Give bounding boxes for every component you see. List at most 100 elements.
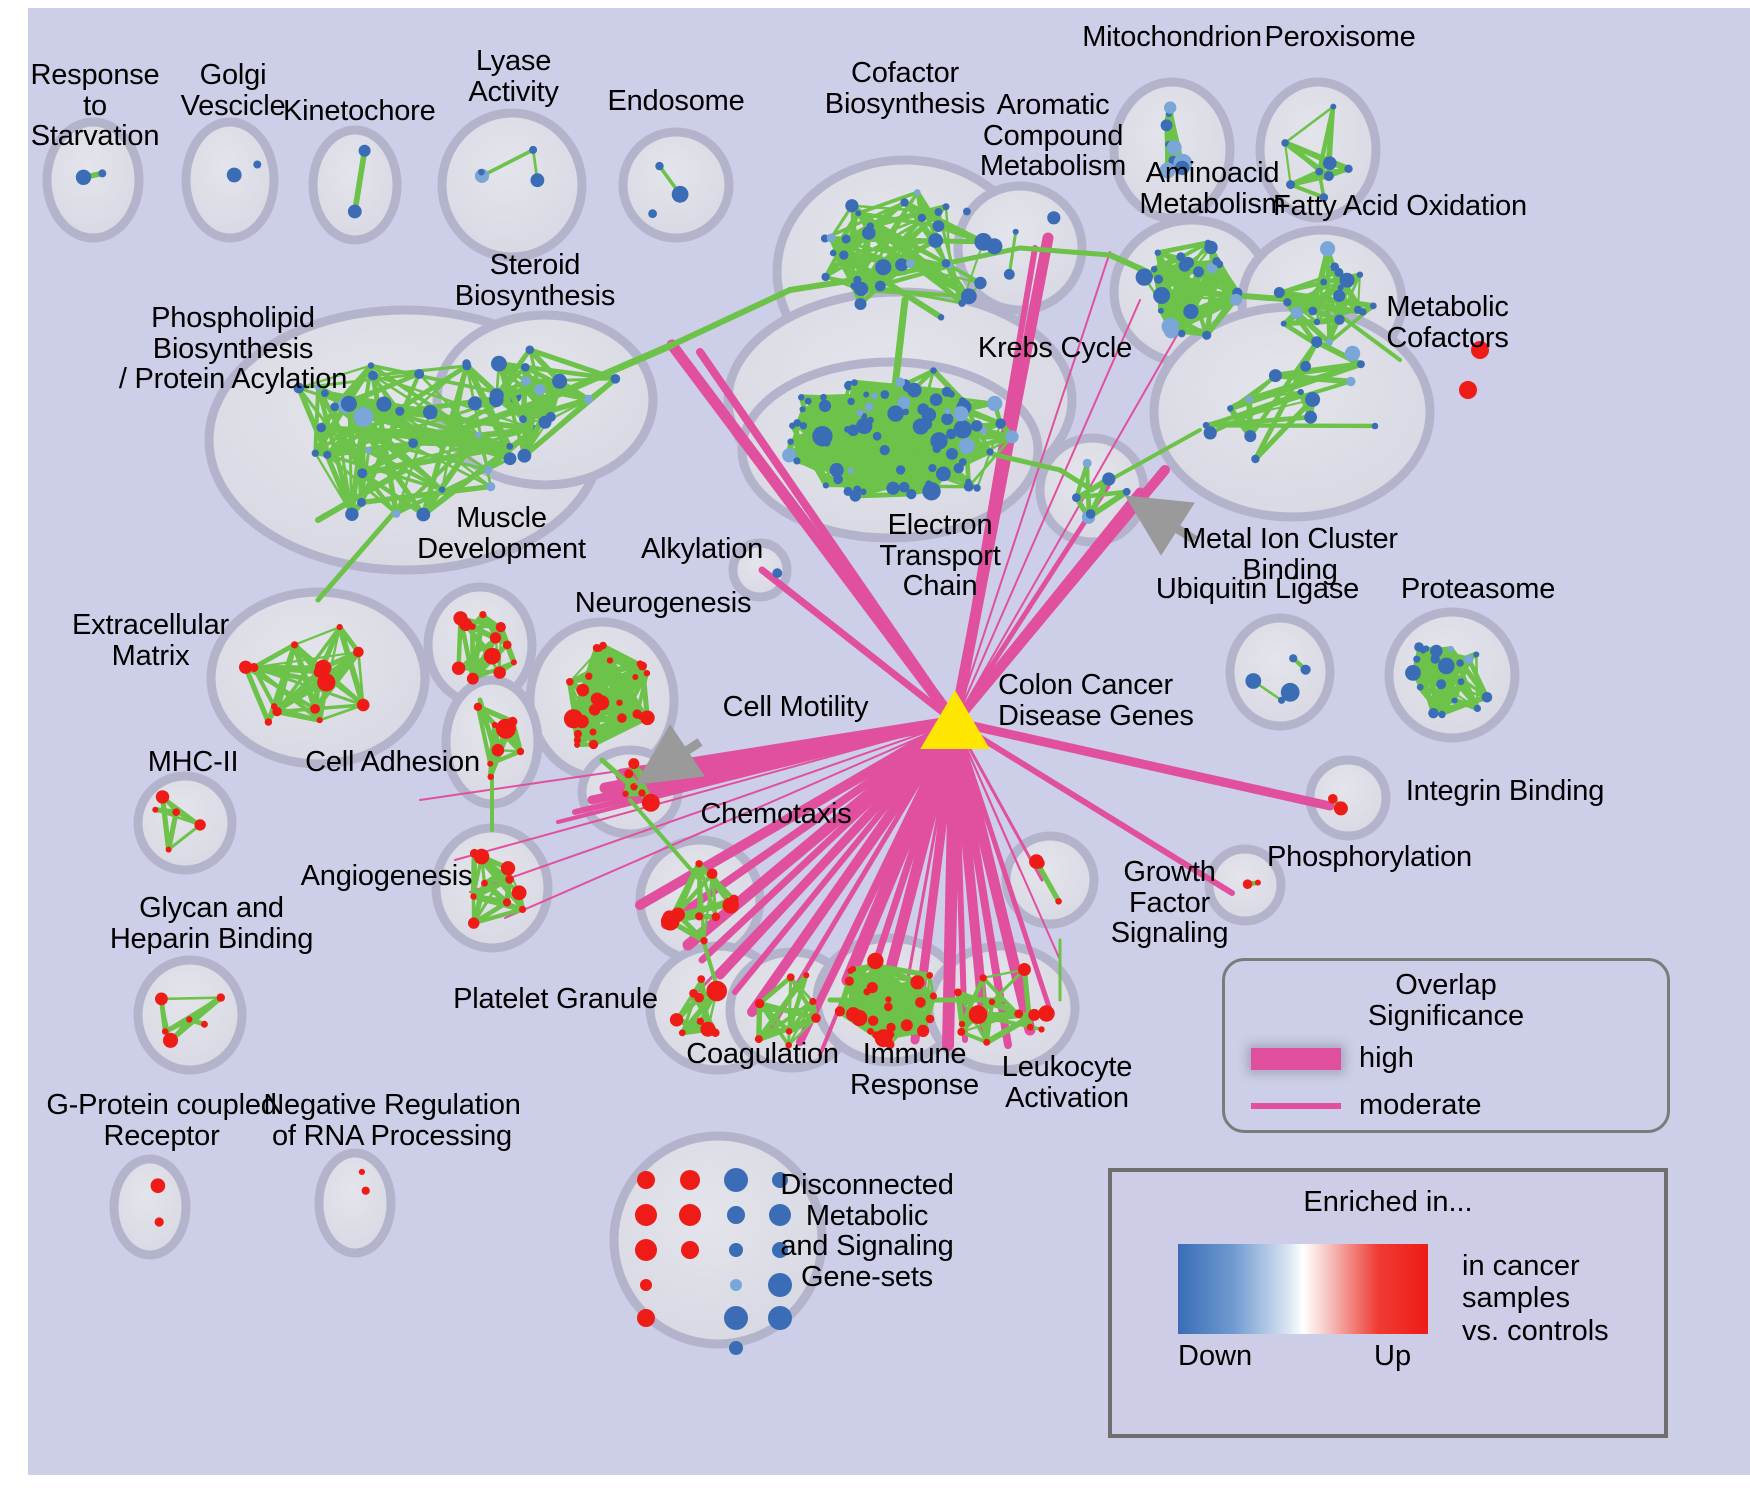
- gene-set-node: [799, 422, 808, 430]
- gene-set-node: [724, 1306, 748, 1330]
- gene-set-node: [786, 973, 795, 982]
- gene-set-node: [154, 1217, 164, 1227]
- gene-set-node: [323, 450, 332, 459]
- gene-set-node: [462, 361, 472, 371]
- gene-set-node: [875, 259, 892, 276]
- gene-set-node: [799, 406, 806, 413]
- gene-set-node: [395, 406, 405, 416]
- gene-set-node: [963, 481, 974, 492]
- gene-set-node-group-integrin-binding: [1328, 794, 1348, 816]
- cluster-label-metal-ion-cluster-binding: Metal Ion Cluster Binding: [1182, 523, 1398, 586]
- gene-set-node: [316, 422, 326, 433]
- gene-set-node: [917, 213, 927, 223]
- gene-set-node: [953, 406, 969, 422]
- gene-set-node: [829, 463, 844, 478]
- gene-set-node: [414, 369, 425, 379]
- gene-set-node: [1315, 167, 1324, 176]
- legend-high-row: high: [1225, 1042, 1667, 1075]
- gene-set-node: [847, 424, 859, 437]
- gene-set-node: [588, 739, 599, 750]
- gene-set-node: [314, 383, 322, 391]
- cluster-label-metabolic-cofactors: Metabolic Cofactors: [1386, 291, 1509, 354]
- gene-set-node: [793, 457, 801, 465]
- legend-color-gradient-bar: [1178, 1244, 1428, 1334]
- cluster-label-chemotaxis: Chemotaxis: [700, 798, 852, 830]
- gene-set-node: [594, 695, 610, 711]
- gene-set-node-group-phosphorylation: [1242, 879, 1261, 889]
- gene-set-node: [491, 355, 507, 372]
- gene-set-node: [946, 448, 958, 460]
- gene-set-node: [1122, 487, 1131, 496]
- gene-set-node: [487, 760, 494, 767]
- gene-set-node: [467, 396, 482, 411]
- gene-set-node: [961, 288, 977, 305]
- gene-set-node: [1268, 369, 1282, 383]
- gene-set-node: [510, 659, 517, 666]
- cluster-label-growth-factor-signaling: Growth Factor Signaling: [1110, 856, 1229, 950]
- gene-set-node: [1320, 241, 1336, 257]
- colon-cancer-hub-node[interactable]: [920, 690, 990, 749]
- gene-set-node: [186, 1016, 193, 1023]
- gene-set-node-group-fatty-acid-oxidation: [1273, 241, 1377, 349]
- gene-set-node: [487, 773, 494, 780]
- gene-set-node: [729, 1341, 743, 1355]
- cluster-label-steroid-biosynthesis: Steroid Biosynthesis: [454, 249, 616, 312]
- gene-set-node: [1473, 651, 1480, 658]
- gene-set-node: [930, 367, 937, 374]
- gene-set-node: [655, 161, 664, 171]
- gene-set-node: [1300, 664, 1311, 675]
- gene-set-node: [1471, 341, 1489, 359]
- gene-set-node: [963, 207, 971, 216]
- gene-set-node: [574, 729, 582, 738]
- gene-set-node: [1324, 158, 1332, 166]
- gene-set-node: [358, 1168, 365, 1175]
- gene-set-node: [1344, 345, 1361, 362]
- gene-set-node: [711, 912, 721, 922]
- gene-set-node: [1273, 287, 1285, 298]
- gene-set-node: [451, 661, 466, 675]
- gene-set-node: [1339, 272, 1355, 288]
- gene-set-node: [974, 276, 987, 290]
- gene-set-node: [1212, 257, 1221, 266]
- legend-down-label: Down: [1178, 1340, 1253, 1372]
- gene-set-node: [75, 169, 92, 185]
- cluster-label-electron-transport-chain: Electron Transport Chain: [879, 509, 1001, 603]
- cluster-label-golgi-vescicle: Golgi Vescicle: [180, 59, 286, 122]
- gene-set-node: [470, 893, 477, 900]
- gene-set-node: [545, 411, 556, 422]
- gene-set-node: [1206, 262, 1218, 274]
- gene-set-node: [841, 234, 851, 244]
- gene-set-node: [491, 743, 505, 757]
- gene-set-node: [313, 667, 325, 678]
- cluster-label-extracellular-matrix: Extracellular Matrix: [72, 609, 229, 672]
- gene-set-node: [729, 894, 739, 904]
- gene-set-node: [1311, 336, 1323, 348]
- gene-set-node-group-proteasome: [1405, 642, 1493, 719]
- gene-set-node: [793, 419, 801, 427]
- gene-set-node: [516, 747, 525, 756]
- gene-set-node: [1422, 645, 1430, 652]
- gene-set-node: [1356, 360, 1365, 369]
- gene-set-node: [1473, 704, 1481, 713]
- gene-set-node: [271, 703, 278, 710]
- gene-set-node: [637, 1171, 655, 1189]
- gene-set-node: [900, 1019, 913, 1032]
- gene-set-node: [1481, 692, 1493, 703]
- gene-set-node: [880, 390, 890, 399]
- gene-set-node: [636, 660, 644, 668]
- gene-set-node: [1278, 696, 1286, 704]
- gene-set-node: [898, 481, 910, 493]
- gene-set-node: [1300, 360, 1311, 372]
- legend-moderate-swatch: [1251, 1102, 1341, 1109]
- gene-set-node: [886, 481, 900, 495]
- gene-set-node: [785, 1028, 793, 1035]
- gene-set-node: [521, 376, 531, 386]
- gene-set-node: [850, 965, 857, 973]
- left-margin: [0, 0, 28, 1507]
- gene-set-node: [317, 673, 336, 692]
- gene-set-node: [1333, 289, 1346, 302]
- gene-set-node: [689, 989, 698, 998]
- gene-set-node: [768, 1273, 792, 1297]
- cluster-label-platelet-granule: Platelet Granule: [453, 983, 658, 1015]
- gene-set-node: [679, 1204, 701, 1226]
